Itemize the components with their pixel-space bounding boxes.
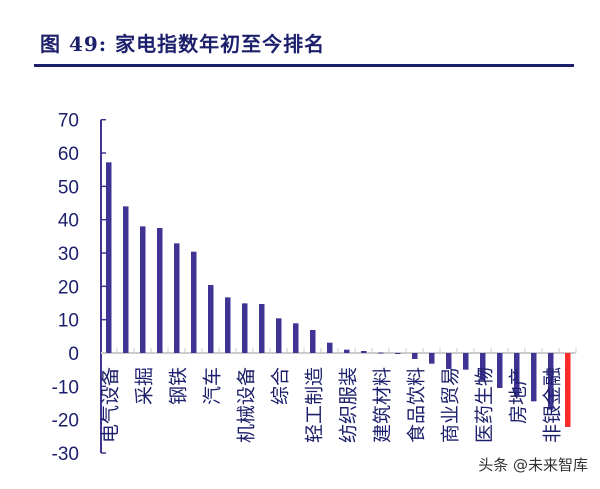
bar — [293, 323, 299, 353]
y-tick-label: 0 — [68, 344, 79, 365]
bar — [174, 243, 180, 353]
bar — [378, 352, 384, 354]
y-tick-label: -10 — [52, 377, 79, 398]
bar — [565, 353, 571, 427]
x-tick-label: 商业贸易 — [440, 367, 462, 443]
bar — [106, 162, 112, 353]
x-tick-label: 钢铁 — [168, 367, 190, 405]
bar — [361, 351, 367, 353]
y-tick-label: 30 — [58, 244, 79, 265]
x-tick-label: 建筑材料 — [372, 367, 394, 443]
bar — [446, 353, 452, 369]
x-tick-label: 电气设备 — [100, 367, 122, 443]
bar — [497, 353, 503, 388]
watermark: 头条 @未来智库 — [478, 454, 588, 475]
bar — [548, 353, 554, 410]
bar — [310, 330, 316, 353]
x-tick-label: 汽车 — [202, 367, 224, 405]
bar — [531, 353, 537, 402]
bar — [123, 206, 129, 353]
x-tick-label: 房地产 — [508, 367, 530, 424]
title-rule — [34, 64, 574, 67]
x-tick-label: 非银金融 — [542, 367, 564, 443]
y-tick-label: 50 — [58, 177, 79, 198]
x-tick-label: 采掘 — [134, 367, 156, 405]
x-tick-label: 机械设备 — [236, 367, 258, 443]
bar — [225, 297, 231, 353]
bar — [395, 353, 401, 354]
chart-title: 图 49: 家电指数年初至今排名 — [40, 32, 326, 56]
bar — [412, 353, 418, 359]
y-tick-label: 10 — [58, 311, 79, 332]
bar — [208, 285, 214, 353]
bar — [157, 228, 163, 353]
y-tick-label: 70 — [58, 111, 79, 132]
bar — [242, 303, 248, 353]
y-tick-label: -20 — [52, 411, 79, 432]
bar — [480, 353, 486, 381]
y-tick-label: -30 — [52, 444, 79, 465]
bar — [344, 349, 350, 353]
x-tick-label: 医药生物 — [474, 367, 496, 443]
bar — [259, 304, 265, 353]
x-tick-label: 纺织服装 — [338, 367, 360, 443]
bar — [429, 353, 435, 364]
bar — [276, 318, 282, 353]
bar — [514, 353, 520, 397]
y-tick-label: 20 — [58, 277, 79, 298]
bar — [463, 353, 469, 370]
bar — [327, 342, 333, 353]
bar — [191, 251, 197, 353]
x-tick-label: 综合 — [270, 367, 292, 405]
x-tick-label: 食品饮料 — [406, 367, 428, 443]
bar — [140, 226, 146, 353]
x-tick-label: 轻工制造 — [304, 367, 326, 443]
y-tick-label: 60 — [58, 144, 79, 165]
y-tick-label: 40 — [58, 211, 79, 232]
